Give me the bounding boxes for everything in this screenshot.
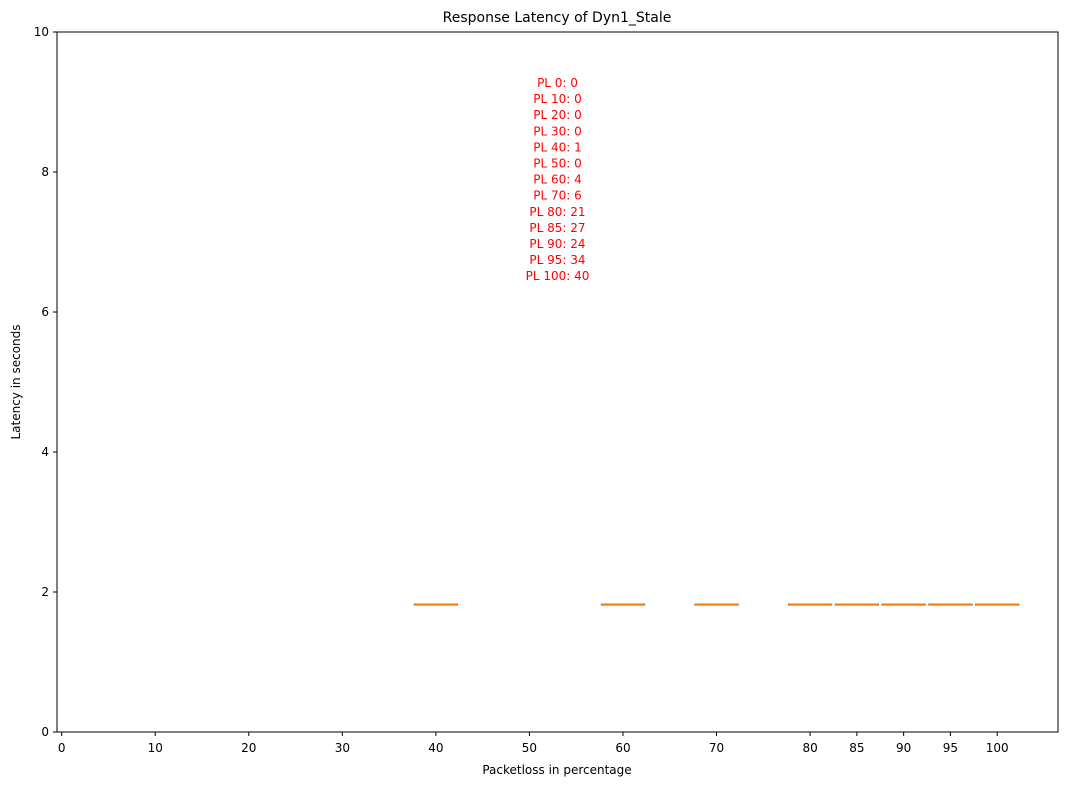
- x-tick-label-1: 10: [148, 741, 163, 755]
- annotation-line-12: PL 100: 40: [526, 269, 590, 283]
- x-tick-label-9: 85: [849, 741, 864, 755]
- x-tick-label-3: 30: [335, 741, 350, 755]
- annotation-line-7: PL 70: 6: [533, 189, 582, 203]
- annotation-line-10: PL 90: 24: [529, 237, 585, 251]
- x-axis-title: Packetloss in percentage: [482, 763, 631, 777]
- y-tick-label-1: 2: [41, 585, 49, 599]
- annotation-line-8: PL 80: 21: [529, 205, 585, 219]
- x-tick-label-12: 100: [986, 741, 1009, 755]
- y-tick-label-3: 6: [41, 305, 49, 319]
- y-tick-label-0: 0: [41, 725, 49, 739]
- annotation-line-9: PL 85: 27: [529, 221, 585, 235]
- annotation-line-11: PL 95: 34: [529, 253, 585, 267]
- annotation-line-4: PL 40: 1: [533, 140, 582, 154]
- plot-frame: [56, 31, 1059, 733]
- y-tick-label-4: 8: [41, 165, 49, 179]
- x-tick-label-5: 50: [522, 741, 537, 755]
- y-axis-title: Latency in seconds: [9, 324, 23, 439]
- x-tick-label-8: 80: [802, 741, 817, 755]
- annotation-line-0: PL 0: 0: [537, 76, 578, 90]
- x-tick-label-10: 90: [896, 741, 911, 755]
- x-tick-label-11: 95: [943, 741, 958, 755]
- y-tick-label-2: 4: [41, 445, 49, 459]
- annotation-line-2: PL 20: 0: [533, 108, 582, 122]
- x-tick-label-2: 20: [241, 741, 256, 755]
- annotation-line-6: PL 60: 4: [533, 173, 582, 187]
- annotation-line-1: PL 10: 0: [533, 92, 582, 106]
- x-tick-label-0: 0: [58, 741, 66, 755]
- x-tick-label-6: 60: [615, 741, 630, 755]
- annotation-line-3: PL 30: 0: [533, 124, 582, 138]
- x-tick-label-7: 70: [709, 741, 724, 755]
- y-tick-label-5: 10: [34, 25, 49, 39]
- annotation-line-5: PL 50: 0: [533, 157, 582, 171]
- x-tick-label-4: 40: [428, 741, 443, 755]
- chart-title: Response Latency of Dyn1_Stale: [443, 10, 672, 26]
